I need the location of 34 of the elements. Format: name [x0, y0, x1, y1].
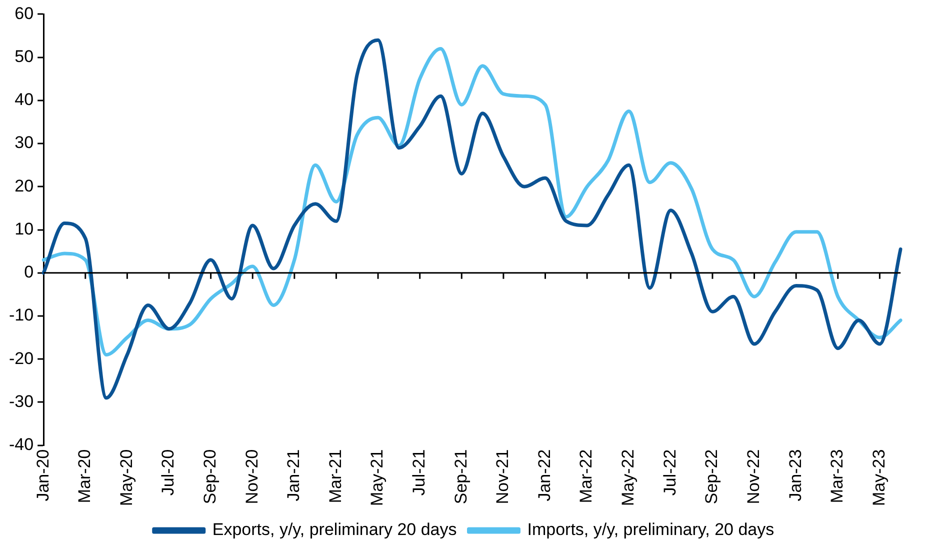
y-tick-label: 30	[14, 133, 34, 152]
x-tick-label: May-21	[368, 449, 387, 506]
x-tick-label: Jul-20	[158, 449, 178, 496]
legend-label: Imports, y/y, preliminary, 20 days	[527, 520, 774, 540]
x-tick-label: Nov-21	[493, 449, 512, 504]
x-tick-label: Mar-20	[75, 449, 94, 504]
x-tick-label: Jan-20	[33, 449, 52, 502]
y-tick-label: 60	[14, 4, 34, 23]
y-tick-label: 10	[14, 219, 34, 238]
x-tick-label: Nov-22	[744, 449, 763, 504]
x-tick-label: Jan-22	[534, 449, 554, 502]
y-tick-label: 0	[24, 262, 34, 282]
x-tick-label: Sep-21	[451, 449, 470, 504]
y-tick-label: -40	[8, 435, 34, 454]
x-tick-label: Jul-22	[660, 449, 680, 496]
x-tick-label: May-22	[618, 449, 638, 506]
y-tick-label: -10	[8, 306, 34, 325]
x-tick-label: Jan-23	[786, 449, 805, 502]
x-tick-label: Jul-21	[410, 449, 429, 496]
x-tick-label: May-20	[116, 449, 136, 506]
y-tick-label: -20	[8, 348, 34, 368]
y-tick-label: -30	[8, 392, 34, 411]
x-tick-label: Nov-20	[242, 449, 262, 504]
x-tick-label: Sep-20	[200, 449, 220, 504]
x-tick-label: Jan-21	[284, 449, 304, 502]
x-tick-label: Mar-21	[326, 449, 345, 504]
x-tick-label: Mar-23	[828, 449, 847, 504]
x-tick-label: Mar-22	[576, 449, 596, 504]
x-tick-label: May-23	[869, 449, 888, 506]
y-tick-label: 40	[14, 90, 34, 110]
y-tick-label: 50	[14, 47, 34, 66]
x-tick-label: Sep-22	[702, 449, 722, 504]
y-tick-label: 20	[14, 176, 34, 196]
legend-label: Exports, y/y, preliminary 20 days	[212, 520, 457, 540]
